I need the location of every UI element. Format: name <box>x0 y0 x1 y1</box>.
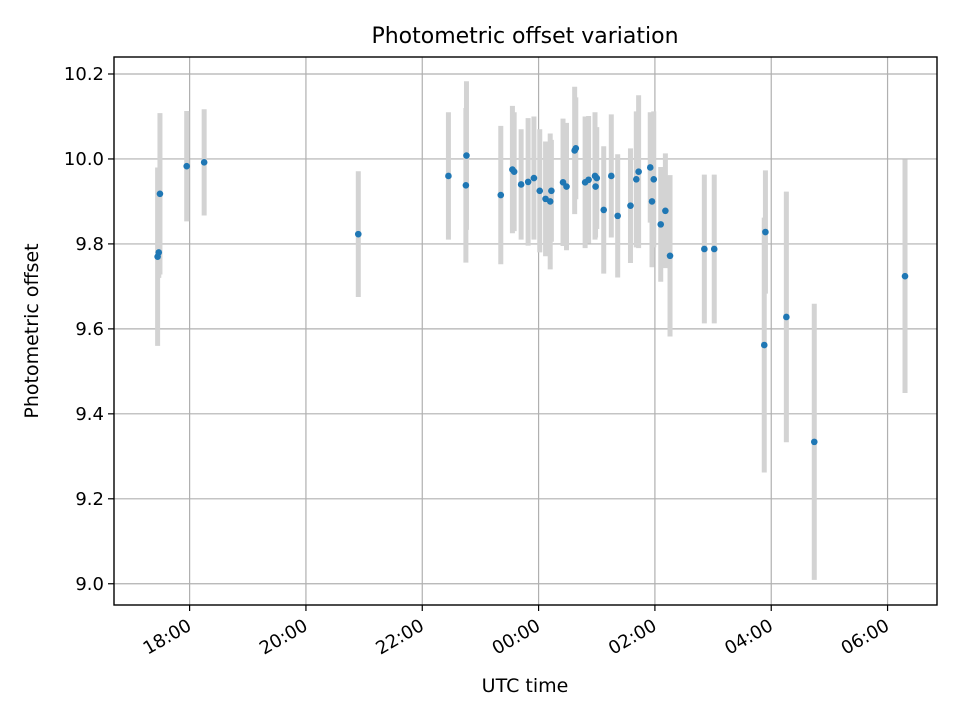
data-point <box>607 172 615 180</box>
data-point <box>354 230 362 238</box>
data-point <box>510 168 518 175</box>
data-point <box>183 162 191 170</box>
data-point <box>650 176 658 183</box>
data-point <box>632 176 640 183</box>
data-point <box>600 206 608 214</box>
data-point <box>536 187 544 195</box>
data-point <box>563 183 570 190</box>
data-point <box>701 245 708 253</box>
data-point <box>548 187 555 195</box>
data-point <box>445 172 452 180</box>
data-point <box>156 190 164 198</box>
y-tick-label: 9.2 <box>75 489 104 510</box>
data-point <box>592 183 599 190</box>
chart-title: Photometric offset variation <box>371 24 678 49</box>
data-point <box>462 181 470 189</box>
y-axis-ticks: 9.0 9.2 9.4 9.6 9.8 10.0 10.2 <box>64 64 114 595</box>
data-point <box>585 176 592 184</box>
data-point <box>662 207 669 215</box>
data-point <box>635 168 642 175</box>
y-tick-label: 9.8 <box>75 234 104 255</box>
data-point <box>657 221 665 228</box>
data-point <box>200 159 208 166</box>
data-point <box>546 198 554 205</box>
data-point <box>155 249 163 256</box>
data-point <box>762 228 769 236</box>
y-tick-label: 9.6 <box>75 319 104 340</box>
data-point <box>783 313 790 321</box>
data-point <box>810 438 818 446</box>
grid-lines <box>114 57 937 605</box>
data-point <box>524 178 532 186</box>
y-tick-label: 10.2 <box>64 64 104 85</box>
data-point <box>593 174 601 182</box>
data-point <box>901 272 909 280</box>
y-axis-label: Photometric offset <box>21 243 43 418</box>
data-point <box>572 145 580 152</box>
data-point <box>627 202 634 209</box>
y-tick-label: 10.0 <box>64 149 104 170</box>
data-point <box>497 191 505 199</box>
data-point <box>530 174 538 182</box>
x-axis-label: UTC time <box>482 675 569 697</box>
data-point <box>710 245 718 253</box>
y-tick-label: 9.0 <box>75 574 104 595</box>
data-point <box>666 252 674 260</box>
data-point <box>646 164 654 171</box>
plot-frame <box>113 56 938 606</box>
data-point <box>463 152 470 159</box>
data-point <box>517 181 525 188</box>
data-point <box>614 212 621 220</box>
data-point <box>760 341 768 349</box>
data-points <box>154 145 909 446</box>
data-point <box>648 198 656 205</box>
y-tick-label: 9.4 <box>75 404 104 425</box>
